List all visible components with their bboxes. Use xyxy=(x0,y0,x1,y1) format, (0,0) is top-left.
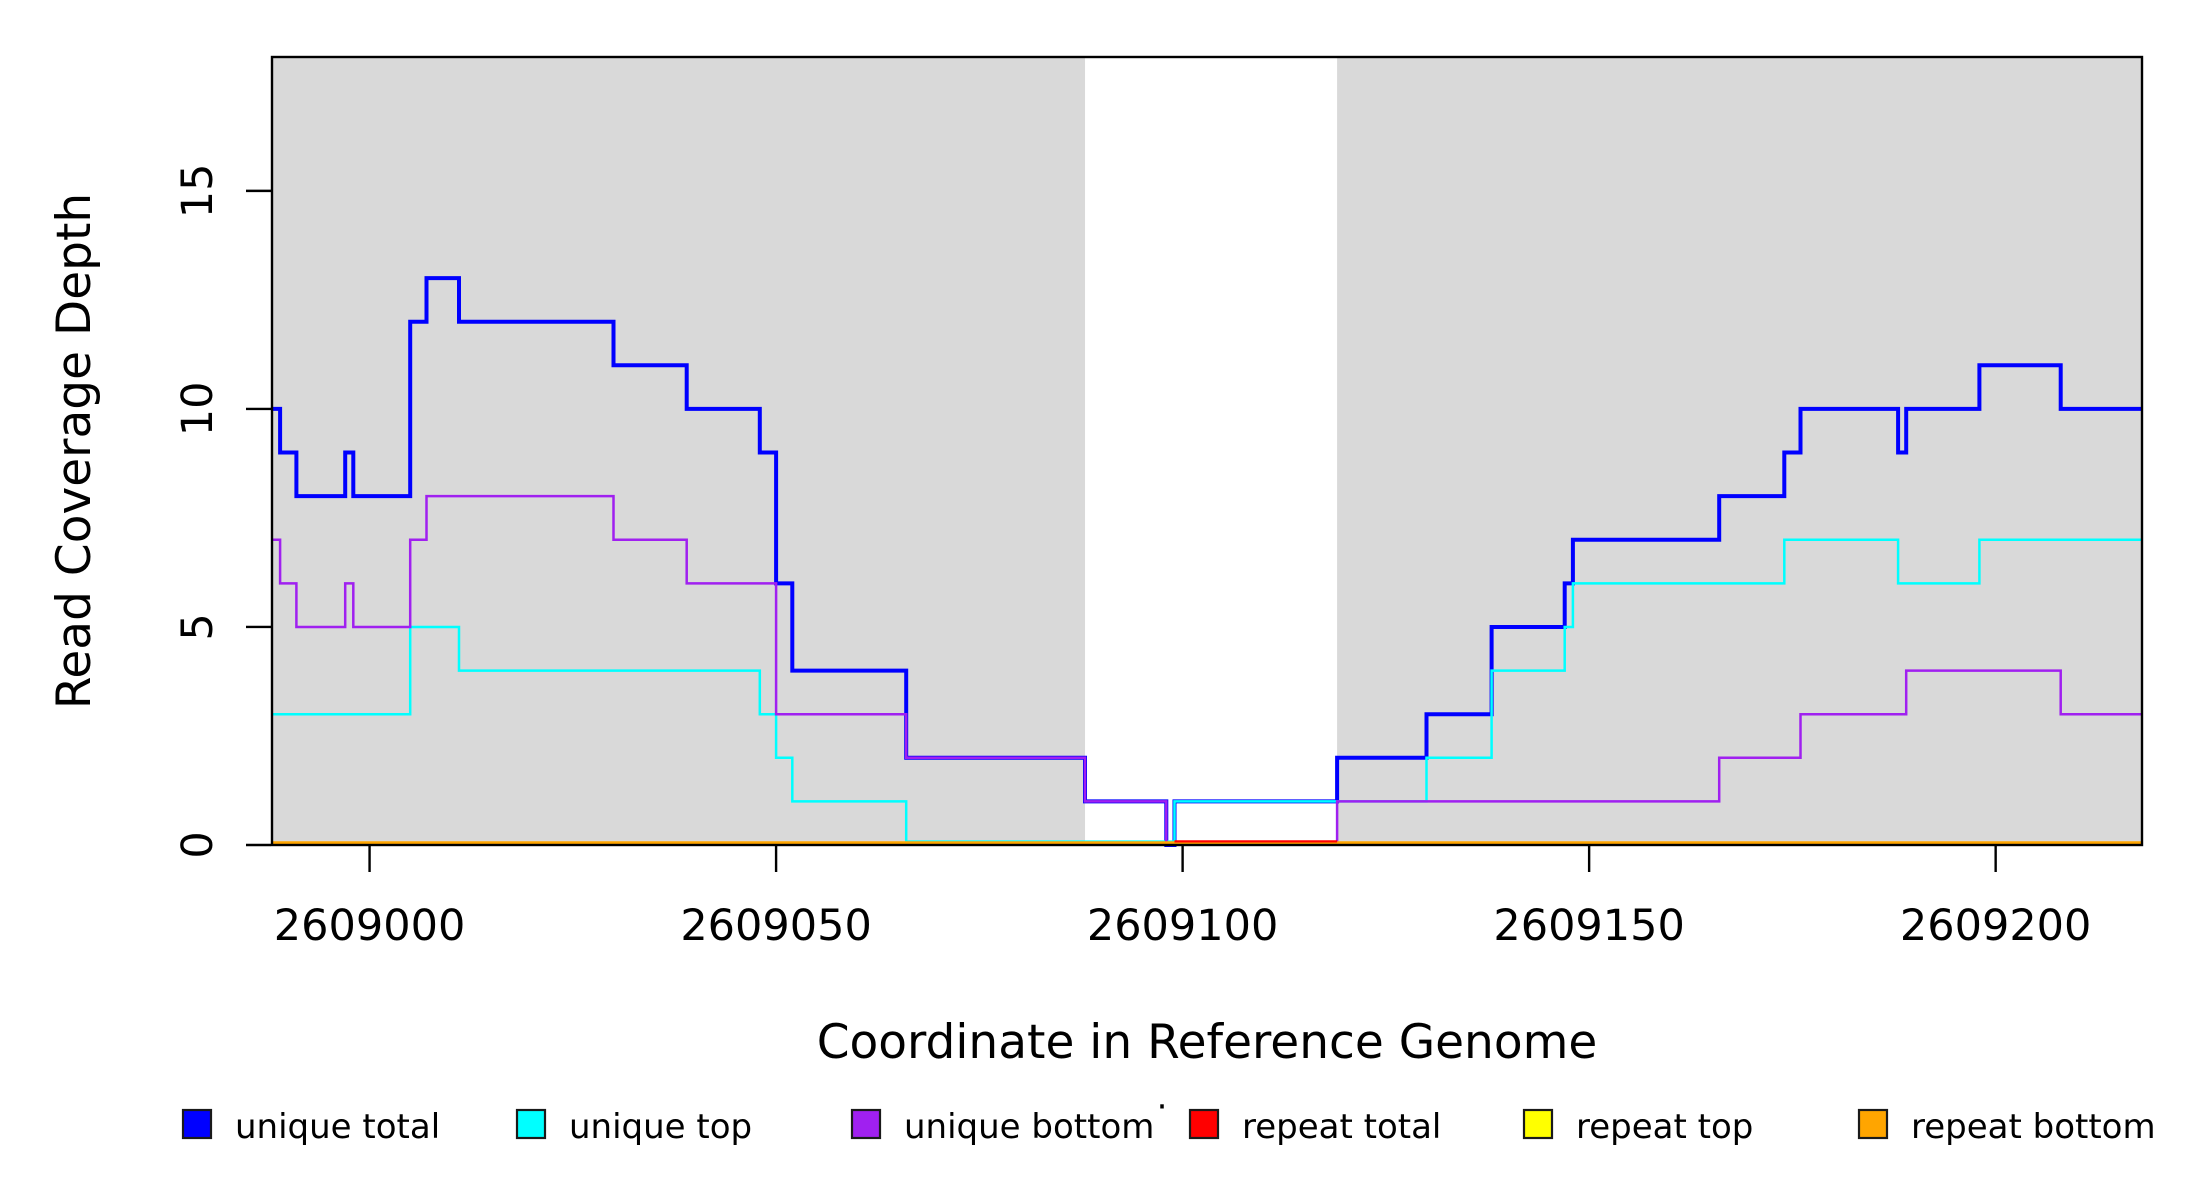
x-tick-label: 2609050 xyxy=(680,901,872,951)
y-tick-label: 0 xyxy=(173,831,223,858)
shaded-region-2 xyxy=(1337,58,2142,845)
legend-item-repeat-total: repeat total xyxy=(1188,1107,1441,1147)
x-tick-label: 2609000 xyxy=(274,901,466,951)
repeat-total-swatch-icon xyxy=(1188,1108,1220,1140)
legend-item-unique-bottom: unique bottom xyxy=(850,1107,1154,1147)
repeat-top-swatch-icon xyxy=(1522,1108,1554,1140)
unique-bottom-swatch-icon xyxy=(850,1108,882,1140)
legend-item-unique-top: unique top xyxy=(515,1107,752,1147)
plot-box xyxy=(270,55,2144,847)
legend-item-label: unique top xyxy=(569,1107,752,1147)
legend-item-label: repeat total xyxy=(1242,1107,1441,1147)
x-tick-label: 2609100 xyxy=(1087,901,1279,951)
legend: unique total unique top unique bottom repea… xyxy=(181,1087,2156,1147)
y-axis-title: Read Coverage Depth xyxy=(47,193,102,709)
shaded-region-1 xyxy=(272,58,1086,845)
legend-item-label: repeat top xyxy=(1576,1107,1753,1147)
x-tick-label: 2609200 xyxy=(1900,901,2092,951)
legend-item-label: repeat bottom xyxy=(1911,1107,2156,1147)
repeat-bottom-swatch-icon xyxy=(1857,1108,1889,1140)
y-tick-label: 15 xyxy=(173,164,223,219)
y-tick-label: 5 xyxy=(173,613,223,640)
unique-top-swatch-icon xyxy=(515,1108,547,1140)
legend-stray-dot: · xyxy=(1157,1087,1168,1127)
series-line-unique-bottom xyxy=(272,494,2142,846)
series-line-unique-top xyxy=(272,538,2142,843)
legend-item-unique-total: unique total xyxy=(181,1107,440,1147)
x-axis-title: Coordinate in Reference Genome xyxy=(817,1015,1598,1070)
y-tick-label: 10 xyxy=(173,382,223,437)
x-tick-label: 2609150 xyxy=(1493,901,1685,951)
legend-item-label: unique bottom xyxy=(904,1107,1154,1147)
unique-total-swatch-icon xyxy=(181,1108,213,1140)
legend-item-repeat-top: repeat top xyxy=(1522,1107,1753,1147)
legend-item-label: unique total xyxy=(235,1107,440,1147)
legend-item-repeat-bottom: repeat bottom xyxy=(1857,1107,2156,1147)
